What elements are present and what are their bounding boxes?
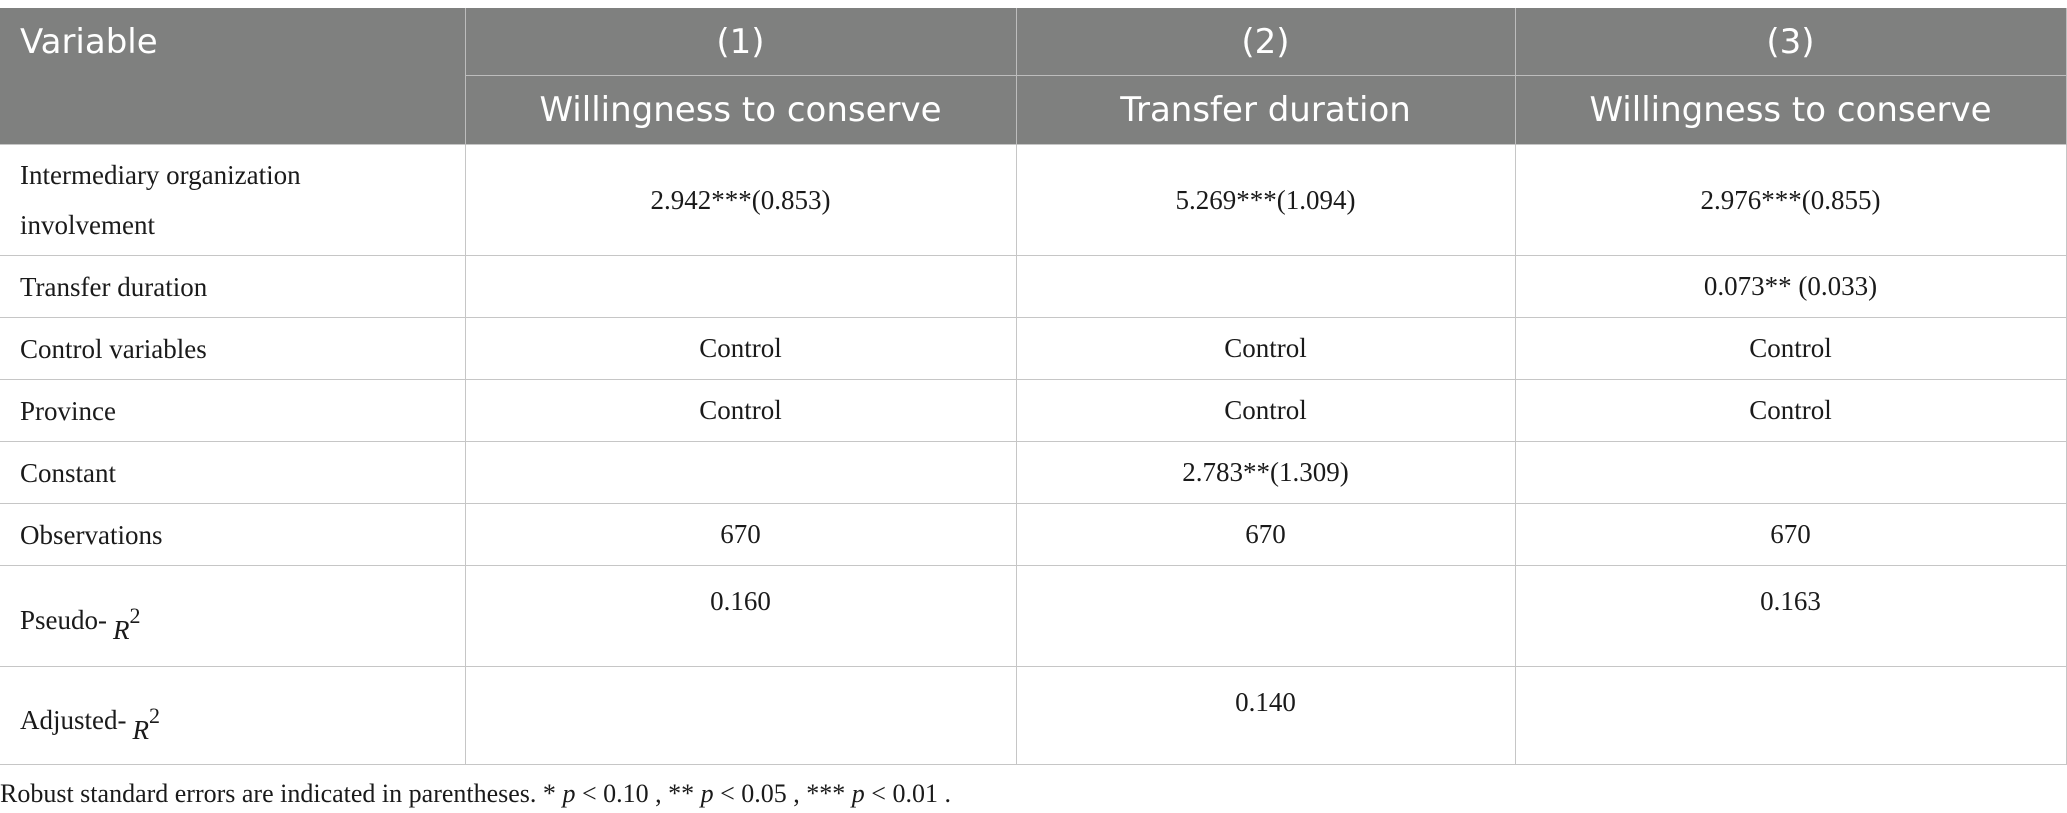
- superscript-2: 2: [148, 702, 160, 728]
- footnote-threshold-3: < 0.01 .: [864, 779, 951, 808]
- cell-col2: 5.269***(1.094): [1015, 144, 1516, 256]
- row-label: Constant: [0, 441, 466, 504]
- cell-col2: Control: [1015, 317, 1516, 380]
- row-label: Intermediary organization involvement: [0, 144, 466, 256]
- cell-col1: 0.160: [464, 565, 1017, 667]
- p-symbol: p: [562, 779, 576, 808]
- p-symbol: p: [851, 779, 865, 808]
- footnote-threshold-1: < 0.10 , **: [575, 779, 701, 808]
- cell-col2: [1015, 565, 1516, 667]
- footnote-threshold-2: < 0.05 , ***: [713, 779, 852, 808]
- r-symbol: R: [113, 615, 130, 645]
- row-label: Transfer duration: [0, 255, 466, 318]
- column-3-name: Willingness to conserve: [1514, 75, 2067, 145]
- cell-col3: [1514, 666, 2067, 765]
- cell-col2: 670: [1015, 503, 1516, 566]
- row-label-line-1: Intermediary organization: [20, 160, 301, 190]
- table-body: Intermediary organization involvement 2.…: [0, 144, 2067, 765]
- r-squared-symbol: R2: [113, 603, 141, 645]
- row-label: Pseudo- R2: [0, 565, 466, 667]
- column-2-name: Transfer duration: [1015, 75, 1516, 145]
- table-header: Variable (1) (2) (3) Willingness to cons…: [0, 8, 2067, 145]
- cell-col2: 0.140: [1015, 666, 1516, 765]
- p-symbol: p: [700, 779, 714, 808]
- cell-col2: 2.783**(1.309): [1015, 441, 1516, 504]
- cell-col1: [464, 666, 1017, 765]
- cell-col3: Control: [1514, 317, 2067, 380]
- cell-col3: [1514, 441, 2067, 504]
- table-row: Observations 670 670 670: [0, 503, 2067, 566]
- regression-table: Variable (1) (2) (3) Willingness to cons…: [0, 8, 2067, 765]
- footnote-lead: Robust standard errors are indicated in …: [0, 779, 563, 808]
- column-3-number: (3): [1514, 8, 2067, 76]
- r-squared-symbol: R2: [132, 703, 160, 745]
- table-row: Control variables Control Control Contro…: [0, 317, 2067, 380]
- table-row: Pseudo- R2 0.160 0.163: [0, 565, 2067, 667]
- table-row: Constant 2.783**(1.309): [0, 441, 2067, 504]
- cell-col2: [1015, 255, 1516, 318]
- cell-col3: 670: [1514, 503, 2067, 566]
- cell-col3: 0.073** (0.033): [1514, 255, 2067, 318]
- row-label: Adjusted- R2: [0, 666, 466, 765]
- table-row: Intermediary organization involvement 2.…: [0, 144, 2067, 256]
- cell-col2: Control: [1015, 379, 1516, 442]
- cell-col1: [464, 255, 1017, 318]
- cell-col1: [464, 441, 1017, 504]
- row-label: Observations: [0, 503, 466, 566]
- cell-col1: 670: [464, 503, 1017, 566]
- variable-column-header: Variable: [0, 8, 466, 145]
- cell-col3: 2.976***(0.855): [1514, 144, 2067, 256]
- table-row: Transfer duration 0.073** (0.033): [0, 255, 2067, 318]
- cell-col1: Control: [464, 317, 1017, 380]
- row-label: Province: [0, 379, 466, 442]
- table-row: Province Control Control Control: [0, 379, 2067, 442]
- column-2-number: (2): [1015, 8, 1516, 76]
- column-1-name: Willingness to conserve: [464, 75, 1017, 145]
- table-row: Adjusted- R2 0.140: [0, 666, 2067, 765]
- row-label: Control variables: [0, 317, 466, 380]
- table-footnote: Robust standard errors are indicated in …: [0, 779, 2067, 809]
- superscript-2: 2: [129, 603, 141, 628]
- cell-col1: 2.942***(0.853): [464, 144, 1017, 256]
- column-1-number: (1): [464, 8, 1017, 76]
- row-label-text: Pseudo-: [20, 605, 107, 635]
- regression-table-container: Variable (1) (2) (3) Willingness to cons…: [0, 8, 2067, 809]
- row-label-line-2: involvement: [20, 210, 155, 240]
- row-label-text: Adjusted-: [20, 704, 127, 735]
- cell-col3: 0.163: [1514, 565, 2067, 667]
- r-symbol: R: [132, 714, 149, 745]
- cell-col3: Control: [1514, 379, 2067, 442]
- cell-col1: Control: [464, 379, 1017, 442]
